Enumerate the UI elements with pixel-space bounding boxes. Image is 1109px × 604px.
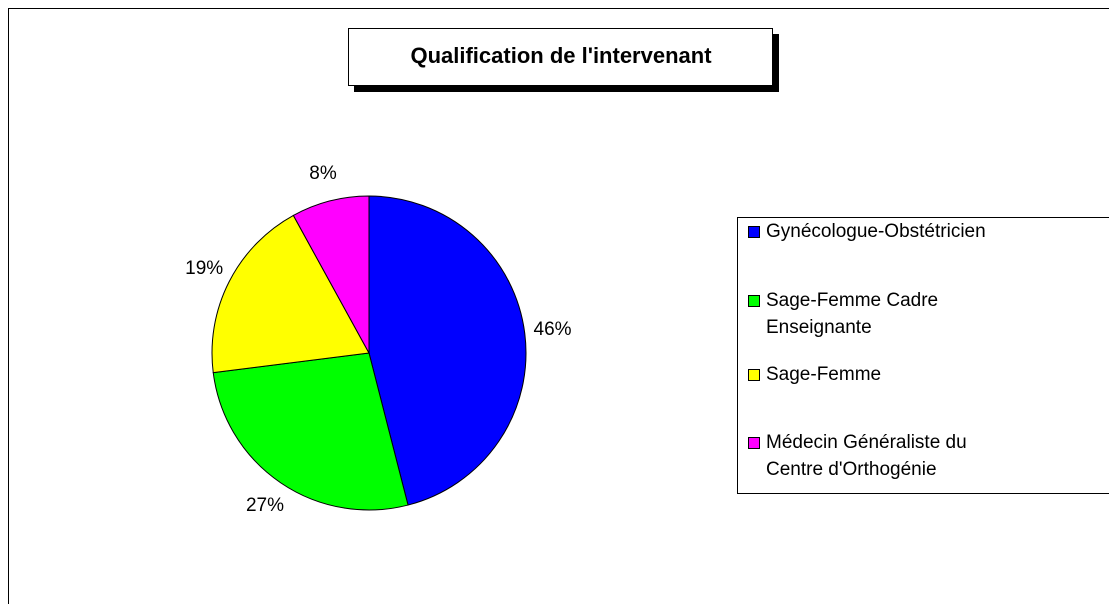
pie-slice (292, 195, 370, 354)
pie-slice (368, 195, 527, 506)
chart-title: Qualification de l'intervenant (410, 43, 712, 68)
legend-swatch (748, 226, 760, 238)
title-box (348, 28, 773, 86)
legend-swatch (748, 437, 760, 449)
legend-swatch (748, 295, 760, 307)
legend-label: Gynécologue-Obstétricien (766, 221, 986, 242)
legend-swatch (748, 369, 760, 381)
data-label: 19% (185, 258, 223, 279)
data-label: 46% (534, 319, 572, 340)
legend-label: Sage-Femme Cadre Enseignante (766, 290, 938, 338)
data-label: 8% (309, 163, 337, 184)
legend-label: Médecin Généraliste du Centre d'Orthogéni… (766, 432, 967, 480)
legend-box (737, 217, 1109, 494)
data-label: 27% (246, 495, 284, 516)
legend-label: Sage-Femme (766, 364, 881, 385)
pie-slice (211, 214, 370, 374)
pie-slice (212, 352, 409, 511)
